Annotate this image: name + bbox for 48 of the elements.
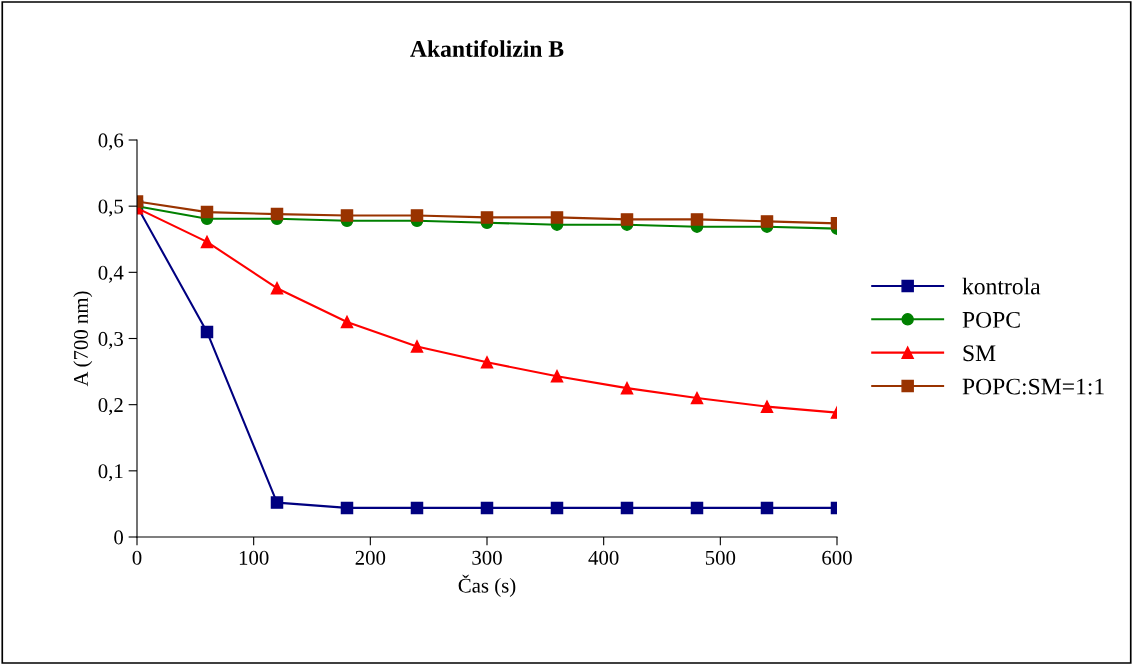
point xyxy=(410,501,424,515)
point xyxy=(480,356,494,369)
point xyxy=(270,496,284,509)
point xyxy=(480,501,494,515)
legend-label: kontrola xyxy=(962,277,1041,295)
point xyxy=(550,211,564,224)
x-tick-label: 100 xyxy=(239,550,269,565)
point xyxy=(340,315,354,329)
y-tick-label: 0,1 xyxy=(98,464,123,482)
point xyxy=(340,501,354,515)
point xyxy=(200,325,214,339)
x-tick-label: 200 xyxy=(355,550,386,565)
point xyxy=(340,209,354,222)
point xyxy=(550,501,564,515)
point xyxy=(760,215,774,228)
point xyxy=(410,340,424,353)
y-tick-label: 0,6 xyxy=(98,133,124,151)
x-tick-label: 400 xyxy=(588,550,619,565)
x-tick-label: 300 xyxy=(472,550,502,565)
point xyxy=(690,213,704,226)
y-tick-label: 0,2 xyxy=(98,398,123,416)
y-tick-label: 0,4 xyxy=(98,265,124,283)
point xyxy=(760,400,774,413)
legend-label: SM xyxy=(963,345,996,362)
point xyxy=(760,501,774,515)
y-tick-label: 0 xyxy=(114,530,124,545)
point xyxy=(620,501,634,515)
legend-label: POPC:SM=1:1 xyxy=(962,378,1104,395)
point xyxy=(410,209,424,222)
y-axis-title: A (700 nm) xyxy=(73,291,93,387)
point xyxy=(550,369,564,383)
y-tick-label: 0,3 xyxy=(98,331,123,349)
point xyxy=(690,501,704,515)
point xyxy=(690,391,704,405)
point xyxy=(270,207,284,221)
point xyxy=(620,213,634,226)
y-tick-label: 0,5 xyxy=(98,199,123,217)
point xyxy=(480,211,494,224)
x-axis-title: Čas (s) xyxy=(458,574,516,597)
point xyxy=(620,381,634,395)
chart-title: Akantifolizin B xyxy=(410,40,564,57)
x-tick-label: 500 xyxy=(705,550,736,565)
point xyxy=(200,235,214,249)
point xyxy=(270,281,284,295)
x-tick-label: 600 xyxy=(822,550,852,565)
legend-label: POPC xyxy=(962,311,1020,328)
x-tick-label: 0 xyxy=(132,550,142,565)
point xyxy=(200,205,214,219)
